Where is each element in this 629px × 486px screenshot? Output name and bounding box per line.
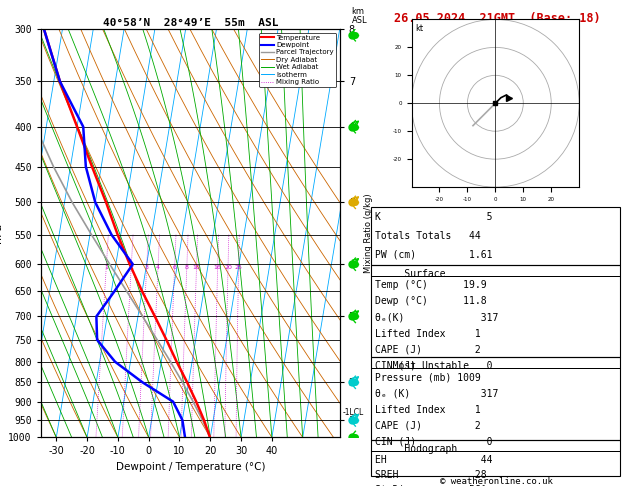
Text: 10: 10 [192, 265, 200, 270]
Text: Most Unstable: Most Unstable [375, 361, 469, 371]
Legend: Temperature, Dewpoint, Parcel Trajectory, Dry Adiabat, Wet Adiabat, Isotherm, Mi: Temperature, Dewpoint, Parcel Trajectory… [259, 33, 336, 87]
Text: Hodograph: Hodograph [375, 444, 457, 454]
Text: θₑ (K)            317: θₑ (K) 317 [375, 389, 498, 399]
Text: K                  5: K 5 [375, 212, 493, 223]
Text: Dewp (°C)      11.8: Dewp (°C) 11.8 [375, 296, 486, 307]
Text: 1: 1 [104, 265, 108, 270]
Text: 25: 25 [235, 265, 242, 270]
Text: -1LCL: -1LCL [343, 408, 364, 417]
Text: 16: 16 [214, 265, 221, 270]
Text: θₑ(K)             317: θₑ(K) 317 [375, 312, 498, 323]
Text: EH                44: EH 44 [375, 455, 493, 466]
Text: CAPE (J)         2: CAPE (J) 2 [375, 421, 481, 431]
Text: CIN (J)            0: CIN (J) 0 [375, 361, 493, 371]
Text: 20: 20 [224, 265, 232, 270]
Title: 40°58’N  28°49’E  55m  ASL: 40°58’N 28°49’E 55m ASL [103, 18, 278, 28]
Text: km
ASL: km ASL [352, 7, 367, 25]
Text: Pressure (mb) 1009: Pressure (mb) 1009 [375, 373, 481, 383]
Text: PW (cm)         1.61: PW (cm) 1.61 [375, 249, 493, 260]
Text: Temp (°C)      19.9: Temp (°C) 19.9 [375, 280, 486, 291]
Text: 3: 3 [145, 265, 148, 270]
Text: StmDir          56°: StmDir 56° [375, 485, 486, 486]
Text: 6: 6 [172, 265, 177, 270]
Text: 26.05.2024  21GMT  (Base: 18): 26.05.2024 21GMT (Base: 18) [394, 12, 600, 25]
Y-axis label: hPa: hPa [0, 223, 3, 243]
Text: Surface: Surface [375, 269, 445, 279]
Text: Lifted Index     1: Lifted Index 1 [375, 405, 481, 415]
Text: 4: 4 [156, 265, 160, 270]
X-axis label: Dewpoint / Temperature (°C): Dewpoint / Temperature (°C) [116, 462, 265, 472]
Text: Lifted Index     1: Lifted Index 1 [375, 329, 481, 339]
Text: kt: kt [415, 24, 423, 34]
Text: CAPE (J)         2: CAPE (J) 2 [375, 345, 481, 355]
Text: CIN (J)            0: CIN (J) 0 [375, 437, 493, 447]
Text: 8: 8 [185, 265, 189, 270]
Text: SREH             28: SREH 28 [375, 470, 486, 480]
Text: © weatheronline.co.uk: © weatheronline.co.uk [440, 477, 554, 486]
Text: Totals Totals   44: Totals Totals 44 [375, 231, 481, 241]
Text: Mixing Ratio (g/kg): Mixing Ratio (g/kg) [364, 193, 373, 273]
Text: 2: 2 [129, 265, 133, 270]
